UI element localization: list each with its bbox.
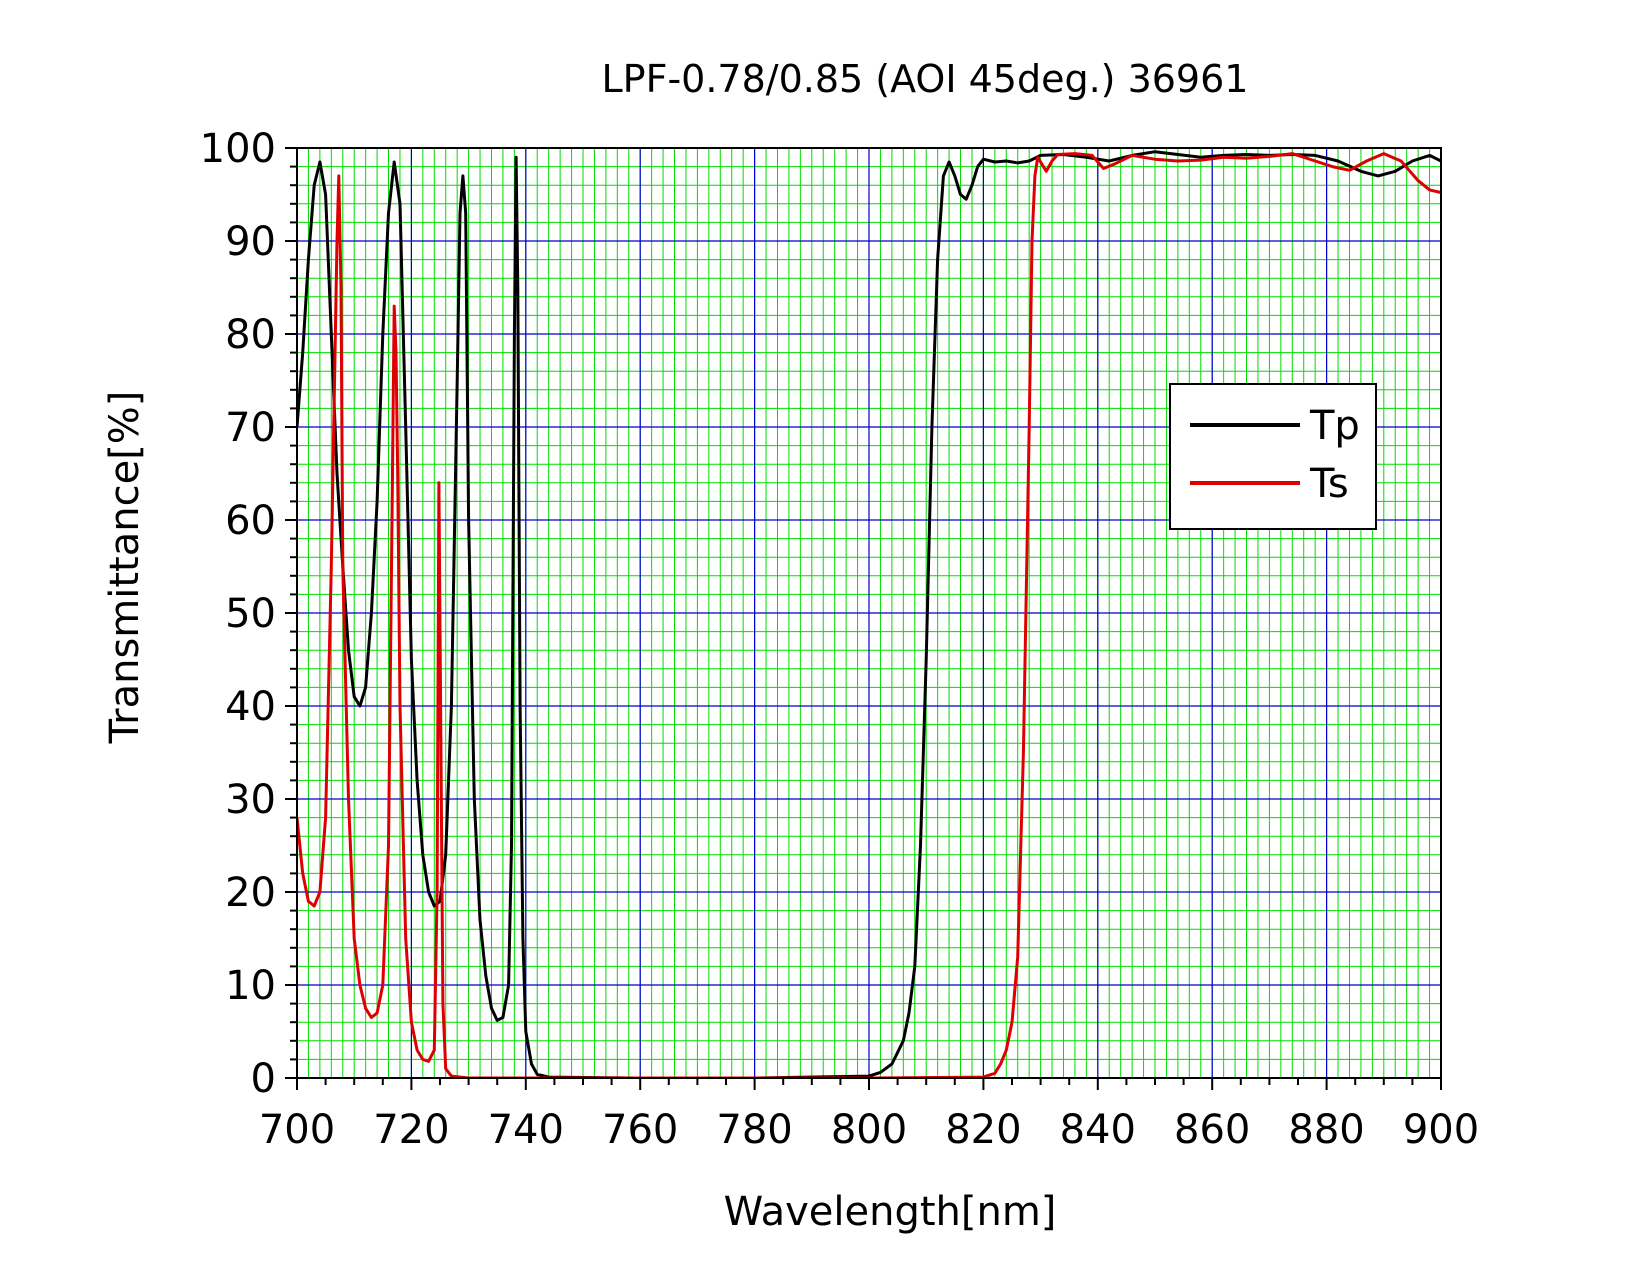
x-tick-label: 700 (259, 1107, 335, 1153)
y-tick-label: 30 (225, 777, 276, 823)
y-tick-label: 70 (225, 405, 276, 451)
axis-ticks (285, 147, 1442, 1090)
legend-label-ts: Ts (1309, 461, 1349, 507)
x-tick-label: 800 (831, 1107, 907, 1153)
x-tick-label: 880 (1288, 1107, 1364, 1153)
legend-label-tp: Tp (1309, 403, 1360, 449)
y-tick-label: 40 (225, 684, 276, 730)
y-tick-label: 80 (225, 312, 276, 358)
y-tick-label: 100 (200, 126, 276, 172)
y-tick-label: 90 (225, 219, 276, 265)
x-tick-labels: 700 720 740 760 780 800 820 840 860 880 900 (259, 1107, 1479, 1153)
x-tick-label: 720 (373, 1107, 449, 1153)
x-tick-label: 840 (1060, 1107, 1136, 1153)
x-tick-label: 740 (488, 1107, 564, 1153)
chart-title: LPF-0.78/0.85 (AOI 45deg.) 36961 (602, 57, 1249, 101)
x-tick-label: 820 (945, 1107, 1021, 1153)
x-tick-label: 780 (716, 1107, 792, 1153)
x-tick-label: 860 (1174, 1107, 1250, 1153)
series-layer (297, 150, 1441, 1078)
y-axis-label: Transmittance[%] (102, 391, 148, 745)
y-tick-label: 60 (225, 498, 276, 544)
y-tick-label: 20 (225, 870, 276, 916)
x-tick-label: 900 (1403, 1107, 1479, 1153)
y-tick-label: 50 (225, 591, 276, 637)
x-tick-label: 760 (602, 1107, 678, 1153)
series-line-tp (297, 150, 1441, 1078)
legend: Tp Ts (1169, 383, 1377, 530)
series-line-ts (297, 152, 1441, 1078)
legend-box (1169, 383, 1377, 530)
y-tick-labels: 0 10 20 30 40 50 60 70 80 90 100 (200, 126, 276, 1102)
y-tick-label: 10 (225, 963, 276, 1009)
y-tick-label: 0 (251, 1056, 276, 1102)
x-axis-label: Wavelength[nm] (724, 1189, 1057, 1235)
